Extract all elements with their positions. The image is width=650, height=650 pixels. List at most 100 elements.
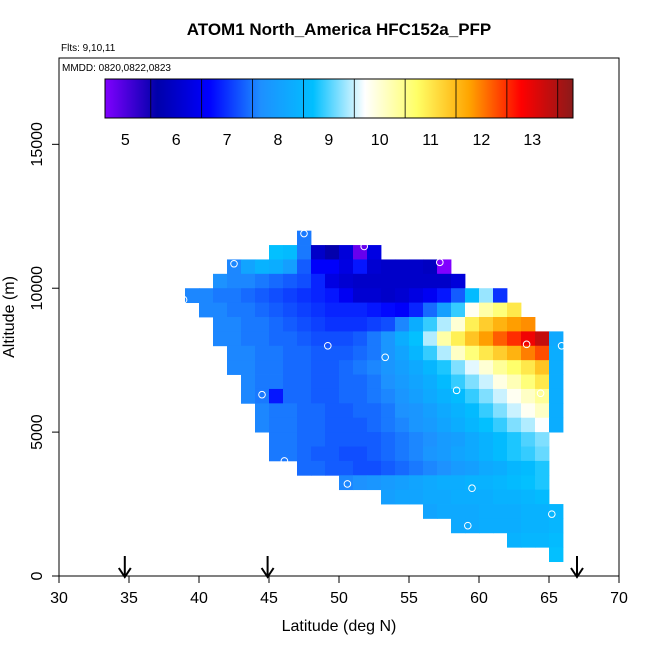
dates-label: MMDD: 0820,0822,0823 (62, 63, 171, 74)
heatmap-cell (381, 345, 396, 361)
heatmap-cell (269, 259, 284, 275)
heatmap-cell (423, 345, 438, 361)
heatmap-cell (353, 345, 368, 361)
heatmap-cell (353, 331, 368, 347)
heatmap-cell (493, 288, 508, 304)
heatmap-cell (395, 331, 410, 347)
heatmap-cell (297, 259, 312, 275)
heatmap-cell (549, 532, 564, 548)
heatmap-cell (423, 475, 438, 491)
heatmap-cell (311, 432, 326, 447)
heatmap-cell (507, 302, 522, 318)
heatmap-cell (297, 460, 312, 476)
heatmap-cell (339, 403, 354, 419)
heatmap-cell (367, 460, 382, 476)
heatmap-cell (283, 245, 298, 260)
heatmap-cell (479, 288, 494, 304)
heatmap-cell (213, 302, 228, 318)
heatmap-cell (409, 460, 424, 476)
heatmap-cell (367, 273, 382, 289)
heatmap-cell (241, 374, 256, 390)
heatmap-cell (353, 288, 368, 304)
heatmap-cell (353, 317, 368, 332)
heatmap-cell (199, 288, 214, 304)
sample-point (557, 341, 566, 350)
x-tick-label: 30 (50, 590, 68, 607)
heatmap-cell (395, 360, 410, 375)
heatmap-cell (479, 403, 494, 419)
heatmap-cell (339, 245, 354, 260)
heatmap-cell (437, 259, 452, 275)
heatmap-cell (479, 374, 494, 390)
heatmap-cell (255, 302, 270, 318)
heatmap-cell (241, 331, 256, 347)
heatmap-cell (339, 288, 354, 304)
heatmap-cell (269, 288, 284, 304)
heatmap-cell (465, 504, 480, 519)
sample-point (522, 340, 531, 349)
heatmap-cell (451, 331, 466, 347)
y-axis: 0 5000 10000 15000 (29, 122, 59, 580)
heatmap-cell (493, 374, 508, 390)
heatmap-cell (437, 288, 452, 304)
heatmap-cell (325, 345, 340, 361)
heatmap-cell (353, 388, 368, 404)
heatmap-cell (339, 273, 354, 289)
heatmap-cell (395, 403, 410, 419)
heatmap-cell (339, 259, 354, 275)
heatmap-cell (255, 374, 270, 390)
colorbar-tick-label: 12 (473, 132, 491, 149)
heatmap-cell (283, 273, 298, 289)
heatmap-cell (437, 273, 452, 289)
heatmap-cell (339, 317, 354, 332)
heatmap-cell (493, 345, 508, 361)
heatmap-cell (297, 331, 312, 347)
heatmap-cell (325, 432, 340, 447)
heatmap-cell (297, 360, 312, 375)
heatmap-cell (367, 388, 382, 404)
heatmap-cell (325, 331, 340, 347)
heatmap-cell (381, 489, 396, 505)
heatmap-cell (507, 388, 522, 404)
heatmap-cell (255, 288, 270, 304)
heatmap-cell (213, 331, 228, 347)
heatmap-cell (255, 331, 270, 347)
heatmap-cell (423, 331, 438, 347)
colorbar-tick-label: 9 (324, 132, 333, 149)
heatmap-cell (493, 460, 508, 476)
heatmap-cell (381, 302, 396, 318)
heatmap-cell (465, 317, 480, 332)
heatmap-cell (437, 504, 452, 519)
heatmap-cell (381, 475, 396, 491)
x-tick-label: 40 (190, 590, 208, 607)
heatmap-cell (479, 504, 494, 519)
colorbar-tick-label: 13 (523, 132, 541, 149)
heatmap-cell (255, 417, 270, 433)
heatmap-cell (549, 345, 564, 361)
heatmap-cell (535, 460, 550, 476)
heatmap-cell (297, 388, 312, 404)
heatmap-cell (325, 245, 340, 260)
heatmap-cell (549, 388, 564, 404)
heatmap-cell (311, 388, 326, 404)
heatmap-cell (507, 518, 522, 534)
x-axis-label: Latitude (deg N) (282, 618, 397, 635)
heatmap-cell (269, 245, 284, 260)
heatmap-cell (451, 489, 466, 505)
heatmap-cell (269, 331, 284, 347)
flights-label: Flts: 9,10,11 (61, 43, 116, 54)
heatmap-cell (409, 345, 424, 361)
heatmap-cell (283, 345, 298, 361)
y-axis-label: Altitude (m) (1, 276, 18, 358)
heatmap-cell (521, 489, 536, 505)
heatmap-cell (479, 388, 494, 404)
heatmap-cell (297, 230, 312, 246)
heatmap-cell (311, 446, 326, 462)
heatmap-cell (297, 345, 312, 361)
heatmap-cell (381, 374, 396, 390)
heatmap-cell (325, 259, 340, 275)
heatmap-cell (437, 432, 452, 447)
heatmap-cell (409, 432, 424, 447)
heatmap-cell (535, 504, 550, 519)
heatmap-cell (409, 417, 424, 433)
